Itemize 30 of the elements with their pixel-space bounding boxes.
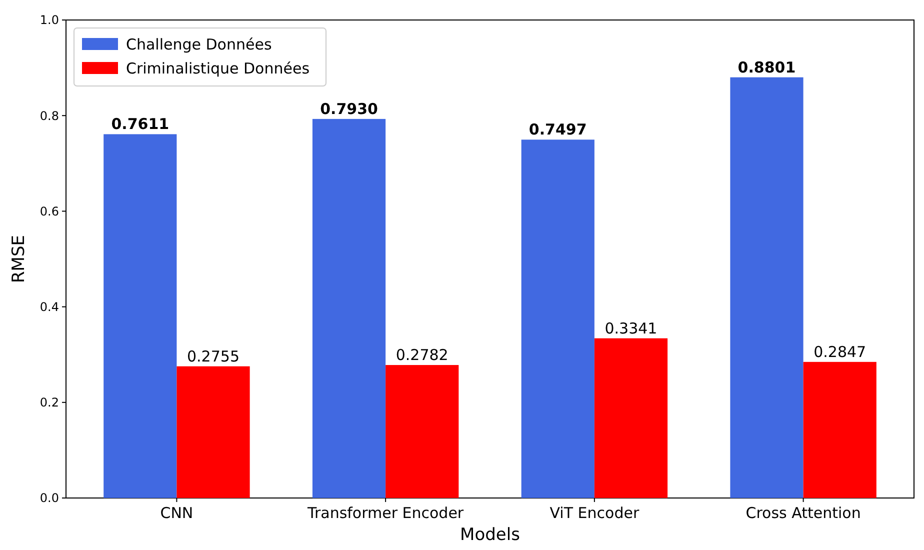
y-axis-title: RMSE xyxy=(9,234,29,284)
y-tick-label: 0.0 xyxy=(40,491,59,506)
legend-label: Challenge Données xyxy=(126,35,272,54)
x-tick-label: Transformer Encoder xyxy=(306,504,464,522)
x-tick-label: ViT Encoder xyxy=(550,504,640,522)
bar xyxy=(312,118,386,498)
data-label: 0.2782 xyxy=(396,346,448,364)
x-tick-label: CNN xyxy=(160,504,194,522)
data-label: 0.7497 xyxy=(528,120,587,139)
data-label: 0.2847 xyxy=(814,342,866,361)
data-label: 0.7611 xyxy=(111,115,170,134)
bar xyxy=(803,362,876,498)
bar xyxy=(386,365,459,498)
data-label: 0.7930 xyxy=(320,100,378,118)
data-label: 0.3341 xyxy=(604,319,658,338)
bar xyxy=(176,366,250,498)
legend-label: Criminalistique Données xyxy=(126,59,310,78)
y-tick-label: 0.6 xyxy=(40,204,59,218)
data-label: 0.2755 xyxy=(187,347,240,366)
bar xyxy=(104,134,177,498)
x-axis-title: Models xyxy=(460,525,520,545)
y-tick-label: 0.2 xyxy=(40,396,59,410)
bar xyxy=(730,77,804,498)
bar xyxy=(594,338,668,498)
y-tick-label: 0.8 xyxy=(40,108,59,123)
bar xyxy=(521,140,594,498)
data-label: 0.8801 xyxy=(738,58,796,76)
x-tick-label: Cross Attention xyxy=(746,504,861,522)
y-tick-label: 1.0 xyxy=(40,13,59,28)
y-tick-label: 0.4 xyxy=(40,300,59,314)
